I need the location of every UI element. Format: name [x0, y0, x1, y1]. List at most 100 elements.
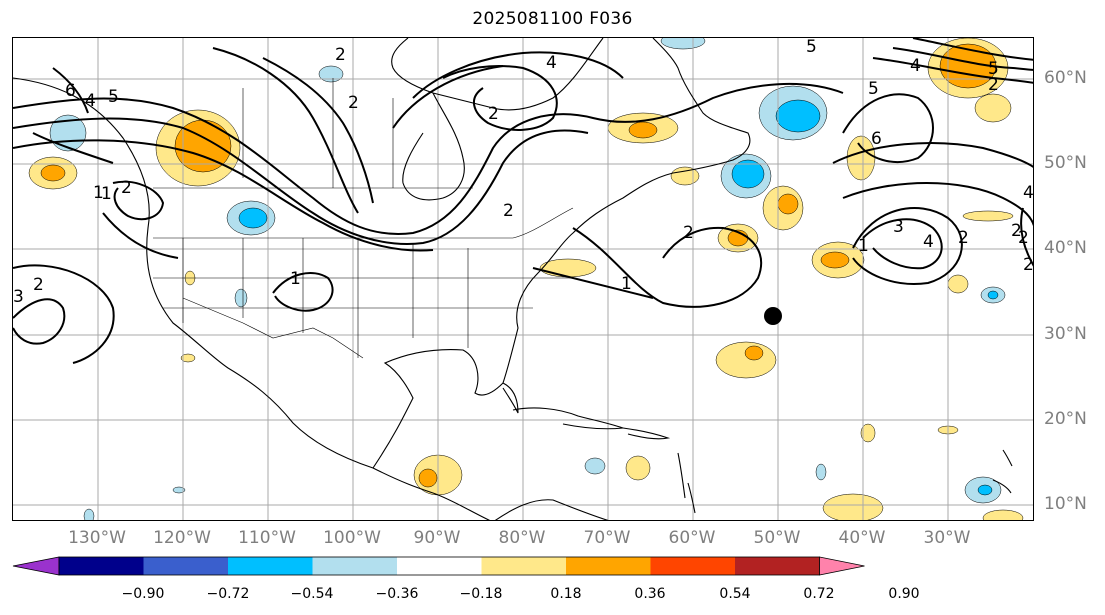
shade-blob	[744, 345, 764, 361]
shade-blob	[318, 65, 344, 83]
graticule	[13, 38, 1033, 520]
contour-label: 2	[348, 93, 359, 113]
longitude-label: 100°W	[323, 528, 381, 548]
shade-blob	[777, 193, 799, 215]
shade-blob	[584, 457, 606, 475]
longitude-label: 90°W	[413, 528, 461, 548]
shade-blob	[962, 210, 1014, 222]
contour-label: 2	[335, 45, 346, 65]
longitude-label: 130°W	[68, 528, 126, 548]
contour-label: 1	[858, 236, 869, 256]
colorbar-segment	[143, 557, 229, 575]
colorbar-segment	[59, 557, 144, 575]
contour-lines	[13, 38, 1033, 364]
political-borders	[153, 78, 574, 359]
contour-label: 4	[546, 53, 557, 73]
shade-blob	[180, 353, 196, 363]
contour-label: 2	[1011, 221, 1022, 241]
contour-label: 2	[488, 104, 499, 124]
shade-blob	[820, 251, 850, 269]
colorbar-segment	[650, 557, 736, 575]
colorbar	[12, 556, 1036, 580]
shade-blob	[172, 486, 186, 494]
contour-label: 2	[121, 178, 132, 198]
shade-blob	[660, 38, 706, 50]
colorbar-tick: 0.18	[550, 586, 582, 602]
contour-label: 5	[108, 87, 119, 107]
shade-blob	[628, 121, 658, 139]
colorbar-segment	[228, 557, 313, 575]
colorbar-tick: −0.72	[206, 586, 250, 602]
map-title: 2025081100 F036	[472, 9, 633, 29]
contour-label: 3	[13, 287, 24, 307]
contour-label: 1	[621, 274, 632, 294]
shade-blob	[731, 159, 765, 189]
colorbar-tick: −0.36	[375, 586, 419, 602]
map-panel: 2 6 4 5 2 4 5 4 5 2 6 5 2 1 2 1 2 1 1 2 …	[12, 37, 1034, 521]
colorbar-tick: 0.90	[888, 586, 920, 602]
latitude-label: 40°N	[1044, 238, 1087, 258]
shade-blob	[974, 93, 1012, 123]
contour-label: 5	[988, 59, 999, 79]
colorbar-tick: 0.54	[719, 586, 751, 602]
contour-label: 1	[101, 184, 112, 204]
longitude-label: 80°W	[498, 528, 546, 548]
contour-label: 5	[868, 79, 879, 99]
colorbar-tick: −0.54	[290, 586, 334, 602]
contour-label: 2	[988, 75, 999, 95]
contour-label: 4	[923, 232, 934, 252]
shade-blob	[625, 455, 651, 481]
longitude-label: 50°W	[753, 528, 801, 548]
shade-blob	[715, 341, 777, 379]
contour-label: 2	[33, 275, 44, 295]
contour-label: 4	[1023, 183, 1034, 203]
shade-blob	[860, 423, 876, 443]
shade-blob	[977, 484, 993, 496]
longitude-label: 110°W	[238, 528, 296, 548]
contour-label: 2	[503, 201, 514, 221]
contour-label: 6	[65, 81, 76, 101]
colorbar-segment	[312, 557, 398, 575]
longitude-label: 70°W	[583, 528, 631, 548]
colorbar-extend-max	[819, 556, 865, 576]
shade-blob	[40, 164, 66, 182]
shade-blob	[234, 288, 248, 308]
longitude-label: 60°W	[668, 528, 716, 548]
shade-blob	[987, 290, 999, 300]
shade-blob	[418, 468, 438, 488]
contour-labels: 2 6 4 5 2 4 5 4 5 2 6 5 2 1 2 1 2 1 1 2 …	[13, 38, 1034, 307]
longitude-label: 30°W	[923, 528, 971, 548]
contour-label: 5	[806, 38, 817, 57]
shade-blob	[822, 493, 884, 520]
colorbar-segment	[481, 557, 567, 575]
latitude-label: 30°N	[1044, 324, 1087, 344]
shaded-anomalies	[28, 38, 1024, 520]
contour-label: 1	[93, 183, 104, 203]
shade-blob	[238, 207, 268, 229]
shade-blob	[775, 99, 821, 133]
contour-label: 2	[958, 228, 969, 248]
shade-blob	[982, 509, 1024, 520]
colorbar-tick: −0.90	[121, 586, 165, 602]
contour-label: 6	[871, 129, 882, 149]
shade-blob	[815, 463, 827, 481]
contour-label: 2	[1018, 228, 1029, 248]
contour-label: 4	[910, 56, 921, 76]
shade-blob	[83, 508, 95, 520]
contour-label: 2	[683, 223, 694, 243]
longitude-label: 120°W	[153, 528, 211, 548]
colorbar-extend-min	[12, 556, 60, 576]
colorbar-segment	[735, 557, 820, 575]
colorbar-tick: 0.72	[803, 586, 835, 602]
storm-position-dot	[764, 307, 782, 325]
contour-label: 3	[893, 217, 904, 237]
colorbar-tick: 0.36	[634, 586, 666, 602]
latitude-label: 20°N	[1044, 409, 1087, 429]
latitude-label: 60°N	[1044, 68, 1087, 88]
contour-label: 1	[290, 269, 301, 289]
colorbar-segment	[566, 557, 651, 575]
latitude-label: 10°N	[1044, 494, 1087, 514]
colorbar-segment	[397, 557, 482, 575]
latitude-label: 50°N	[1044, 153, 1087, 173]
colorbar-tick: −0.18	[459, 586, 503, 602]
